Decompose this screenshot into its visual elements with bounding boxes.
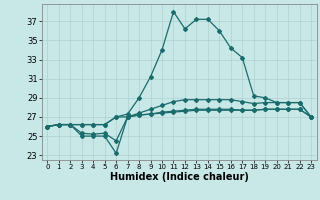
X-axis label: Humidex (Indice chaleur): Humidex (Indice chaleur) — [110, 172, 249, 182]
